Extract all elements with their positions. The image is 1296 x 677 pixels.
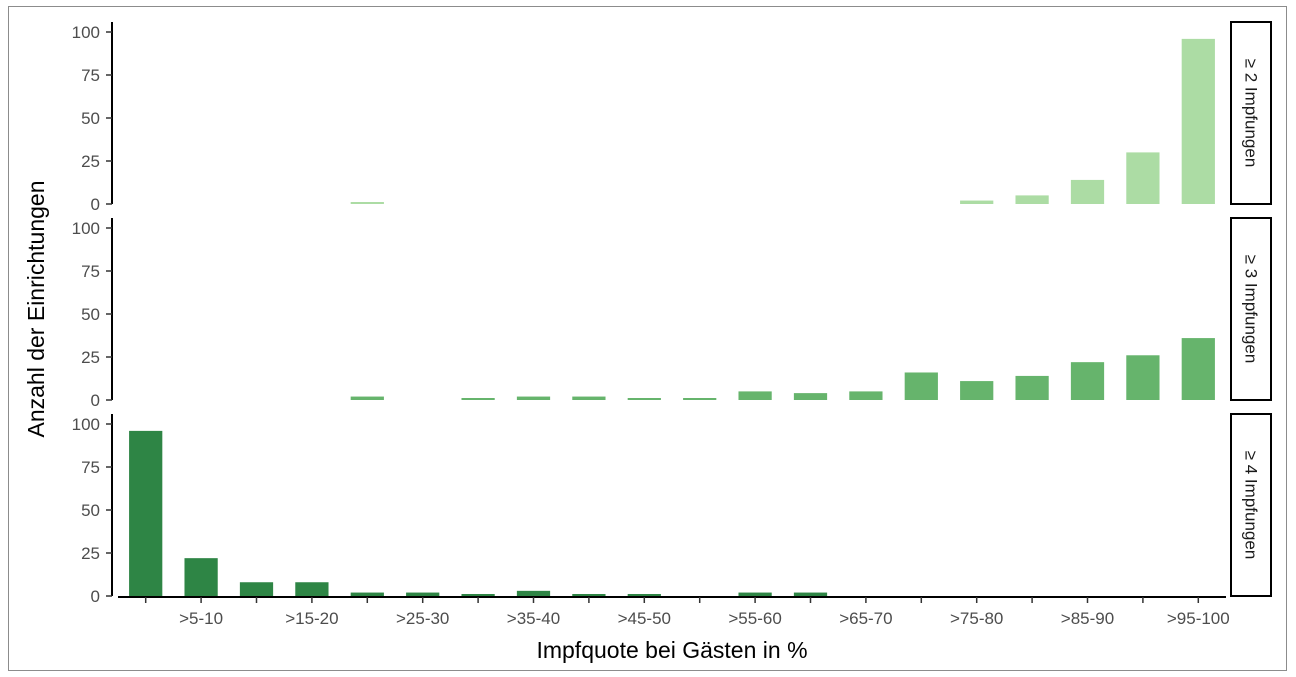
bar->45-50 — [627, 594, 661, 596]
bar-0-5 — [129, 430, 163, 596]
bar->5-10 — [184, 558, 218, 596]
y-tick-label: 25 — [81, 544, 100, 563]
y-tick-label: 50 — [81, 305, 100, 324]
x-tick-label: >15-20 — [285, 609, 338, 628]
bar->20-25 — [350, 592, 384, 596]
y-tick-label: 0 — [91, 587, 100, 606]
y-tick-label: 75 — [81, 458, 100, 477]
panel-1: 0 25 50 75 100 ≥ 2 Impfungen — [72, 21, 1272, 214]
bar->85-90 — [1070, 179, 1105, 204]
panel-2: 0 25 50 75 100 ≥ 3 Impfungen — [72, 217, 1272, 410]
bar->25-30 — [406, 592, 440, 596]
bar->35-40 — [516, 396, 551, 400]
y-tick-label: 75 — [81, 262, 100, 281]
bar->75-80 — [960, 381, 994, 400]
facet-strip — [1230, 413, 1272, 597]
bar->85-90 — [1070, 362, 1105, 400]
x-tick-label: >25-30 — [396, 609, 449, 628]
y-tick-label: 75 — [81, 66, 100, 85]
x-axis-title: Impfquote bei Gästen in % — [536, 637, 807, 663]
bar->45-50 — [627, 398, 661, 400]
bar->40-45 — [572, 594, 606, 596]
bar->30-35 — [461, 594, 495, 596]
bar->20-25 — [350, 202, 384, 204]
facet-strip — [1230, 217, 1272, 401]
y-tick-label: 50 — [81, 109, 100, 128]
x-tick-label: >95-100 — [1167, 609, 1230, 628]
facet-strip-label: ≥ 3 Impfungen — [1242, 255, 1261, 364]
bar->40-45 — [572, 396, 606, 400]
y-tick-label: 100 — [72, 23, 100, 42]
facet-strip-label: ≥ 2 Impfungen — [1242, 59, 1261, 168]
y-tick-label: 100 — [72, 219, 100, 238]
bar->35-40 — [516, 590, 551, 596]
bar->95-100 — [1181, 338, 1215, 400]
bar->90-95 — [1126, 355, 1160, 400]
bar->90-95 — [1126, 152, 1160, 204]
bar->80-85 — [1015, 195, 1049, 204]
y-axis-title: Anzahl der Einrichtungen — [23, 181, 49, 438]
y-tick-label: 50 — [81, 501, 100, 520]
panel-3: 0 25 50 75 100 ≥ 4 Impfungen — [72, 413, 1272, 606]
x-tick-label: >85-90 — [1061, 609, 1114, 628]
bar->15-20 — [295, 582, 329, 596]
bar->20-25 — [350, 396, 384, 400]
y-tick-label: 25 — [81, 348, 100, 367]
bar->50-55 — [683, 398, 717, 400]
bar->55-60 — [738, 391, 772, 400]
x-tick-label: >75-80 — [950, 609, 1003, 628]
y-tick-label: 0 — [91, 391, 100, 410]
bar->75-80 — [960, 200, 994, 204]
y-tick-label: 100 — [72, 415, 100, 434]
bar->80-85 — [1015, 375, 1049, 400]
bar->65-70 — [849, 391, 883, 400]
x-tick-label: >35-40 — [507, 609, 560, 628]
x-tick-label: >5-10 — [179, 609, 223, 628]
bar->55-60 — [738, 592, 772, 596]
bar->60-65 — [793, 393, 828, 400]
bar->70-75 — [904, 372, 938, 400]
figure-frame — [8, 6, 1287, 671]
x-tick-label: >45-50 — [618, 609, 671, 628]
facet-strip — [1230, 21, 1272, 205]
x-tick-label: >55-60 — [728, 609, 781, 628]
facet-strip-label: ≥ 4 Impfungen — [1242, 451, 1261, 560]
bar->60-65 — [793, 592, 828, 596]
x-tick-label: >65-70 — [839, 609, 892, 628]
bar->30-35 — [461, 398, 495, 400]
bar->10-15 — [239, 582, 274, 596]
y-tick-label: 0 — [91, 195, 100, 214]
y-tick-label: 25 — [81, 152, 100, 171]
bar->95-100 — [1181, 38, 1215, 204]
